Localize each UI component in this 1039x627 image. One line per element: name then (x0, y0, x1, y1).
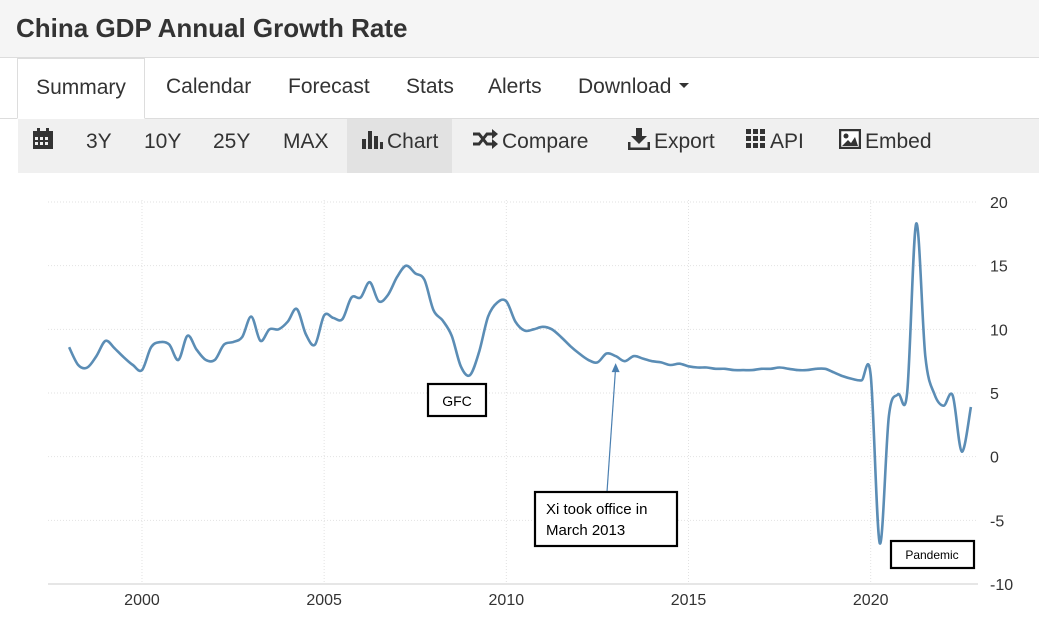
x-tick-label: 2005 (306, 592, 342, 609)
export-button-label: Export (654, 130, 715, 153)
tab-forecast-label: Forecast (288, 75, 370, 98)
annotation-gfc: GFC (426, 382, 488, 418)
shuffle-icon (473, 129, 498, 150)
compare-button[interactable]: Compare (472, 119, 588, 173)
y-tick-label: 15 (990, 259, 1008, 276)
caret-down-icon (679, 82, 690, 88)
annotation-xi: Xi took office in March 2013 (533, 363, 679, 548)
bar-chart-icon (362, 131, 383, 150)
api-button[interactable]: API (746, 119, 804, 173)
title-bar: China GDP Annual Growth Rate (0, 0, 1039, 58)
annotation-box (426, 382, 488, 418)
grid-layer (48, 200, 978, 585)
tab-download[interactable]: Download (578, 58, 690, 118)
toolbar: 3Y 10Y 25Y MAX Chart Compare Export API (18, 119, 1039, 173)
tab-row: Summary Calendar Forecast Stats Alerts D… (0, 58, 1039, 119)
tab-calendar-label: Calendar (166, 75, 252, 98)
tab-summary[interactable]: Summary (17, 58, 145, 119)
chart-button-label: Chart (387, 130, 439, 153)
annotation-layer: GFC Xi took office in March 2013 Pandemic (426, 363, 976, 570)
tab-stats[interactable]: Stats (406, 58, 454, 118)
annotation-arrowhead (611, 363, 620, 373)
embed-button-label: Embed (865, 130, 932, 153)
annotation-xi-text-line2: March 2013 (546, 522, 625, 539)
annotation-gfc-text: GFC (442, 393, 472, 409)
x-tick-label: 2000 (124, 592, 160, 609)
tab-alerts[interactable]: Alerts (488, 58, 542, 118)
page-title: China GDP Annual Growth Rate (16, 13, 408, 43)
y-tick-label: 0 (990, 450, 999, 467)
tab-stats-label: Stats (406, 75, 454, 98)
annotation-xi-text-line1: Xi took office in (546, 501, 647, 518)
calendar-icon (33, 128, 53, 150)
y-tick-label: -5 (990, 513, 1004, 530)
annotation-box (533, 490, 679, 548)
tab-summary-label: Summary (36, 76, 126, 99)
annotation-pandemic-text: Pandemic (905, 548, 958, 562)
tab-download-label: Download (578, 75, 672, 98)
embed-button[interactable]: Embed (838, 119, 932, 173)
tab-alerts-label: Alerts (488, 75, 542, 98)
chart-button[interactable]: Chart (347, 119, 453, 173)
x-tick-label: 2010 (489, 592, 525, 609)
series-line (67, 222, 973, 545)
tab-forecast[interactable]: Forecast (288, 58, 370, 118)
y-tick-label: 5 (990, 386, 999, 403)
annotation-arrow-line (606, 367, 617, 493)
export-button[interactable]: Export (627, 119, 715, 173)
calendar-icon-button[interactable] (32, 119, 58, 173)
range-3y-button[interactable]: 3Y (86, 130, 112, 153)
x-tick-label: 2015 (671, 592, 707, 609)
annotation-box (889, 539, 976, 570)
compare-button-label: Compare (502, 130, 589, 153)
range-max-button[interactable]: MAX (283, 130, 329, 153)
y-tick-label: -10 (990, 577, 1013, 594)
annotation-pandemic: Pandemic (889, 539, 976, 570)
image-icon (838, 129, 862, 150)
api-button-label: API (770, 130, 804, 153)
grid-icon (746, 129, 765, 149)
range-25y-button[interactable]: 25Y (213, 130, 251, 153)
y-tick-label: 10 (990, 322, 1008, 339)
y-tick-label: 20 (990, 195, 1008, 212)
download-icon (627, 128, 651, 151)
x-tick-label: 2020 (853, 592, 889, 609)
tab-calendar[interactable]: Calendar (166, 58, 251, 118)
line-layer (67, 222, 973, 545)
range-10y-button[interactable]: 10Y (144, 130, 182, 153)
